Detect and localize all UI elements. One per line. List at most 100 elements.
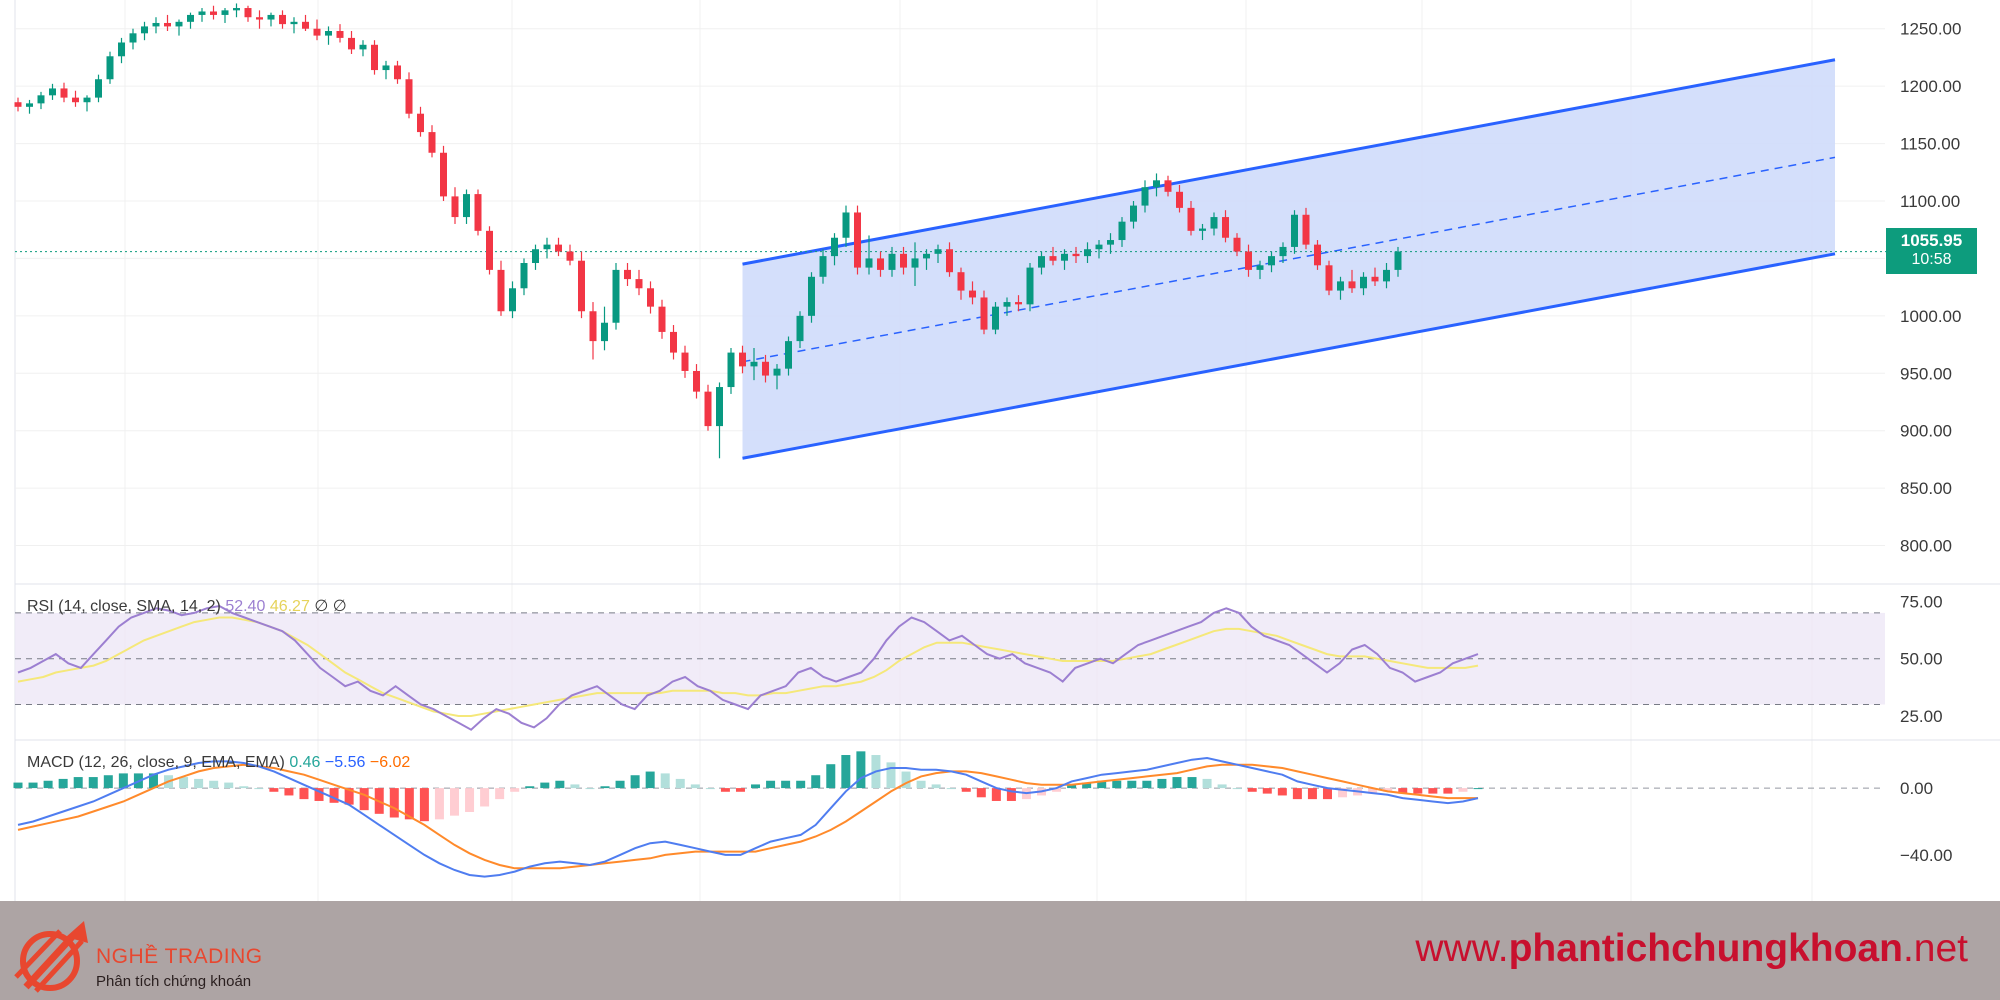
last-price-badge: 1055.95 10:58 [1886,228,1977,274]
macd-histogram-bar [1383,788,1393,792]
macd-histogram-bar [1202,778,1212,789]
brand-name: NGHỀ TRADING [96,945,263,968]
candle-body [842,212,850,238]
macd-histogram-bar [525,786,535,789]
macd-histogram-bar [1338,788,1348,798]
candle-body [1153,180,1160,188]
macd-histogram-bar [886,762,896,789]
candle-body [520,263,528,289]
candle-body [831,237,838,257]
macd-histogram-bar [58,778,68,789]
candle-body [773,368,781,376]
candle-body [693,370,700,392]
macd-histogram-bar [344,788,354,805]
macd-histogram-bar [781,780,791,789]
macd-histogram-bar [1247,788,1257,792]
macd-histogram-bar [1112,780,1122,789]
macd-histogram-bar [118,773,128,789]
macd-axis-tick: −40.00 [1900,846,1952,865]
candle-body [440,152,447,197]
candle-body [164,22,171,27]
candle-body [992,306,999,330]
macd-histogram-bar [946,788,956,790]
chart-canvas[interactable]: 1250.001200.001150.001100.001050.001000.… [0,0,2000,901]
macd-histogram-bar [1127,780,1137,789]
price-axis-tick: 850.00 [1900,479,1952,498]
candle-body [152,22,160,27]
candle-body [1222,217,1229,238]
macd-signal-line [17,763,1478,870]
footer-banner: NGHỀ TRADING Phân tích chứng khoán www.p… [0,901,2000,1000]
macd-histogram-bar [1052,788,1062,792]
macd-histogram-bar [1277,788,1287,796]
candle-body [198,11,206,15]
macd-histogram-bar [585,788,595,790]
macd-histogram-bar [931,784,941,789]
price-axis-tick: 1150.00 [1900,135,1960,154]
macd-histogram-bar [811,775,821,789]
price-axis-tick: 800.00 [1900,537,1952,556]
price-axis-tick: 900.00 [1900,422,1952,441]
candle-body [704,391,712,427]
candle-body [854,212,861,268]
trading-logo-icon [14,921,88,993]
macd-histogram-bar [1262,788,1272,794]
candle-body [1371,276,1379,282]
candle-body [141,26,148,34]
rsi-legend-sma: 46.27 [269,598,310,615]
candle-body [463,194,470,218]
candle-body [601,322,608,342]
candle-body [1199,228,1206,231]
macd-histogram-bar [224,782,234,789]
macd-legend[interactable]: MACD (12, 26, close, 9, EMA, EMA) 0.46 −… [27,754,410,772]
candle-body [566,251,574,261]
candle-body [382,65,390,71]
candle-body [118,42,125,57]
candle-body [1072,253,1080,257]
candle-body [474,194,482,231]
macd-histogram-bar [690,784,700,789]
macd-histogram-bar [1157,778,1167,789]
rsi-legend[interactable]: RSI (14, close, SMA, 14, 2) 52.40 46.27 … [27,596,347,616]
candle-body [1394,251,1402,270]
rsi-line [17,604,1479,731]
rsi-legend-title: RSI (14, close, SMA, 14, 2) [27,598,221,615]
candle-body [313,28,321,36]
candle-countdown: 10:58 [1911,251,1952,268]
candle-body [1360,276,1367,289]
candle-body [762,361,769,376]
macd-histogram-bar [1413,788,1423,794]
candle-body [1279,246,1287,257]
macd-histogram-bar [615,780,625,789]
macd-histogram-bar [419,788,429,822]
candle-body [796,315,804,342]
macd-histogram-bar [148,773,158,789]
candle-body [647,288,654,307]
price-axis-tick: 1200.00 [1900,77,1961,96]
rsi-axis-tick: 75.00 [1900,592,1943,611]
macd-histogram-bar [976,788,986,798]
macd-histogram-bar [1097,780,1107,789]
candle-body [244,8,252,18]
candle-body [716,387,723,427]
macd-histogram-bar [1172,777,1182,789]
macd-line [17,756,1479,878]
candle-body [1164,180,1172,192]
candle-body [1084,249,1091,257]
macd-histogram-bar [103,775,113,789]
candle-body [819,256,827,277]
macd-histogram-bar [465,788,475,812]
macd-histogram-bar [1187,777,1197,789]
macd-histogram-bar [645,771,655,789]
website-link[interactable]: www.phantichchungkhoan.net [1415,927,1968,971]
macd-histogram-bar [991,788,1001,801]
candle-body [739,352,746,367]
candle-body [1337,281,1344,291]
macd-histogram-bar [1217,784,1227,789]
candle-body [336,31,344,38]
candle-body [612,269,620,323]
website-suffix: .net [1902,927,1968,970]
candle-body [14,102,22,107]
macd-legend-macd: −5.56 [324,754,366,771]
candle-body [1118,221,1126,241]
